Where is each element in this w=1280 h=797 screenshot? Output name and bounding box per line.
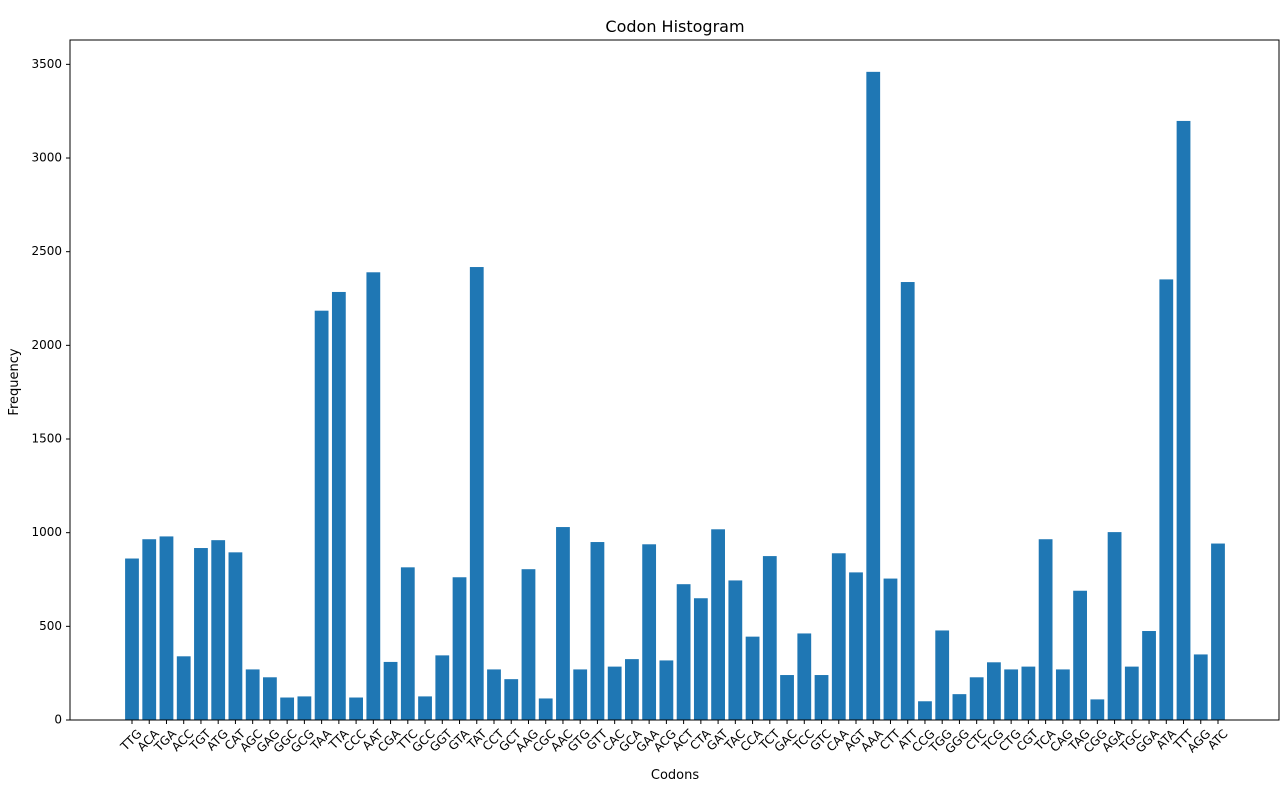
bar-atg: [211, 540, 226, 720]
bar-cgt: [1021, 666, 1036, 720]
bar-ata: [1159, 279, 1174, 720]
bar-gtt: [590, 542, 605, 720]
bar-gag: [263, 677, 277, 720]
bar-tat: [469, 267, 484, 720]
bar-aac: [556, 527, 570, 720]
y-tick-label: 1500: [31, 432, 62, 446]
bar-tcg: [987, 662, 1001, 720]
y-tick-label: 3500: [31, 57, 62, 71]
bar-cgg: [1090, 699, 1105, 720]
y-tick-label: 0: [54, 713, 62, 727]
bar-tgt: [194, 548, 208, 720]
bar-att: [900, 282, 915, 720]
bar-tct: [762, 556, 777, 720]
bar-tgg: [935, 630, 950, 720]
y-tick-label: 1000: [31, 525, 62, 539]
bar-cag: [1055, 669, 1070, 720]
bar-cac: [607, 666, 622, 720]
bar-ggt: [435, 655, 450, 720]
bar-gtg: [573, 669, 588, 720]
bar-gga: [1142, 631, 1156, 720]
bar-ctc: [969, 677, 984, 720]
bar-tta: [331, 291, 346, 720]
bar-aga: [1107, 532, 1122, 720]
bar-aat: [366, 272, 381, 720]
y-tick-label: 3000: [31, 151, 62, 165]
bar-aag: [521, 569, 536, 720]
bar-ttg: [125, 558, 139, 720]
bar-gcg: [297, 696, 312, 720]
bar-cct: [487, 669, 501, 720]
bar-gta: [452, 577, 467, 720]
bar-cga: [383, 661, 398, 720]
bar-gcc: [418, 696, 432, 720]
bar-gaa: [642, 544, 657, 720]
bar-tga: [159, 536, 174, 720]
bar-ccc: [349, 697, 363, 720]
bar-gat: [711, 529, 725, 720]
x-axis-ticks: TTGACATGAACCTGTATGCATAGCGAGGGCGCGTAATTAC…: [117, 720, 1231, 756]
plot-frame: [69, 39, 1280, 721]
bar-tca: [1038, 539, 1053, 720]
y-tick-label: 2000: [31, 338, 62, 352]
bar-tag: [1073, 590, 1087, 720]
bar-ctt: [883, 578, 898, 720]
bar-ggc: [280, 697, 295, 720]
bar-cat: [228, 552, 243, 720]
bar-tac: [728, 580, 743, 720]
x-axis-title: Codons: [651, 768, 699, 783]
bar-gtc: [814, 675, 829, 720]
bar-caa: [831, 553, 846, 720]
bar-ggg: [952, 694, 967, 720]
bar-gac: [780, 675, 794, 720]
y-axis-ticks: 0 500 1000 1500 2000 2500 3000 3500: [31, 57, 70, 727]
bar-gct: [504, 679, 519, 720]
y-tick-label: 500: [39, 619, 62, 633]
y-tick-label: 2500: [31, 244, 62, 258]
bar-aaa: [866, 71, 881, 721]
x-tick-label: ATC: [1205, 727, 1231, 753]
bar-agg: [1193, 654, 1208, 720]
chart-title: Codon Histogram: [605, 17, 744, 36]
y-axis-title: Frequency: [7, 348, 22, 415]
bar-cca: [745, 636, 760, 720]
bar-tcc: [797, 633, 812, 720]
bar-agt: [849, 572, 863, 720]
bar-gca: [625, 659, 639, 720]
bar-acc: [176, 656, 191, 720]
bar-act: [676, 584, 691, 720]
bar-cgc: [538, 698, 553, 720]
bar-tgc: [1124, 666, 1139, 720]
bar-ttc: [400, 567, 415, 720]
bar-aca: [142, 539, 157, 720]
bar-ttt: [1176, 120, 1191, 721]
bar-taa: [314, 310, 329, 720]
bar-atc: [1211, 543, 1225, 720]
bars-group: [125, 71, 1225, 721]
bar-acg: [659, 660, 674, 720]
bar-agc: [245, 669, 260, 720]
bar-ctg: [1004, 669, 1019, 720]
bar-cta: [693, 598, 708, 720]
bar-ccg: [918, 701, 932, 720]
